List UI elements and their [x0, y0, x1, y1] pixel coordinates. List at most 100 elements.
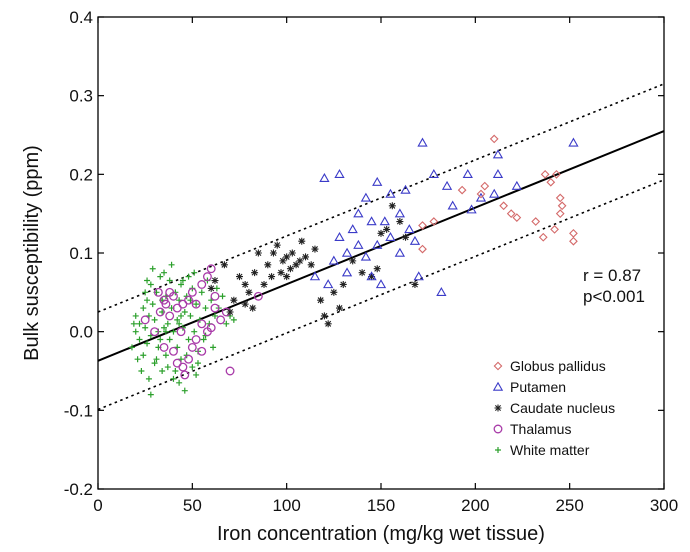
thalamus-point [191, 299, 201, 309]
white-matter-point [147, 281, 154, 288]
white-matter-point [128, 344, 135, 351]
caudate-nucleus-point [241, 280, 249, 288]
putamen-point [475, 192, 487, 202]
series-white-matter [128, 261, 237, 398]
globus-pallidus-point [540, 169, 550, 179]
white-matter-point [189, 364, 196, 371]
white-matter-point [210, 344, 217, 351]
white-matter-point [136, 320, 143, 327]
x-tick-label: 50 [183, 496, 202, 515]
series-thalamus [140, 264, 263, 380]
thalamus-point [197, 346, 207, 356]
y-tick-label: 0.0 [69, 323, 93, 342]
thalamus-point [202, 272, 212, 282]
caudate-nucleus-point [269, 249, 277, 257]
white-matter-point [170, 375, 177, 382]
globus-pallidus-point [499, 201, 509, 211]
white-matter-point [142, 324, 149, 331]
y-tick-label: -0.1 [64, 401, 93, 420]
white-matter-point [178, 281, 185, 288]
caudate-nucleus-point [307, 261, 315, 269]
caudate-nucleus-point [317, 296, 325, 304]
white-matter-point [230, 316, 237, 323]
caudate-nucleus-point [324, 320, 332, 328]
white-matter-point [144, 297, 151, 304]
thalamus-point [210, 291, 220, 301]
white-matter-point [193, 371, 200, 378]
caudate-nucleus-point [311, 245, 319, 253]
thalamus-point [176, 327, 186, 337]
caudate-nucleus-point [368, 273, 376, 281]
thalamus-point [155, 307, 165, 317]
white-matter-point [138, 368, 145, 374]
white-matter-point [140, 305, 147, 312]
caudate-nucleus-point [283, 273, 291, 281]
legend-marker-globus-pallidus [493, 361, 503, 371]
thalamus-point [197, 319, 207, 329]
putamen-point [379, 216, 390, 226]
putamen-point [568, 137, 579, 147]
white-matter-point [161, 269, 168, 276]
caudate-nucleus-point [251, 269, 259, 277]
thalamus-point [210, 303, 220, 313]
legend-item-caudate-nucleus: Caudate nucleus [494, 400, 615, 416]
globus-pallidus-point [480, 181, 490, 191]
caudate-nucleus-point [226, 308, 234, 316]
putamen-point [466, 204, 477, 214]
thalamus-point [191, 335, 201, 344]
white-matter-point [145, 375, 152, 382]
x-tick-label: 300 [650, 496, 678, 515]
plot-frame [97, 16, 665, 490]
caudate-nucleus-point [296, 257, 304, 265]
putamen-point [492, 149, 504, 159]
putamen-point [334, 169, 345, 179]
globus-pallidus-point [552, 169, 561, 179]
caudate-nucleus-point [335, 304, 343, 312]
y-tick-label: 0.1 [69, 244, 93, 263]
x-tick-label: 100 [272, 496, 300, 515]
putamen-point [372, 176, 383, 186]
white-matter-point [161, 324, 168, 331]
caudate-nucleus-point [377, 229, 385, 237]
caudate-nucleus-point [373, 265, 381, 273]
globus-pallidus-point [512, 213, 522, 222]
caudate-nucleus-point [254, 249, 262, 257]
series-putamen [309, 137, 579, 297]
white-matter-point [191, 269, 198, 276]
putamen-point [341, 247, 353, 257]
putamen-point [347, 224, 358, 234]
putamen-point [328, 255, 339, 265]
caudate-nucleus-point [241, 300, 249, 308]
caudate-nucleus-point [273, 241, 281, 249]
white-matter-point [170, 328, 177, 335]
putamen-point [394, 247, 406, 257]
thalamus-point [187, 342, 197, 352]
y-tick-label: 0.2 [69, 165, 93, 184]
globus-pallidus-point [538, 232, 548, 242]
white-matter-point [164, 320, 171, 327]
putamen-point [375, 279, 387, 289]
white-matter-point [185, 273, 192, 280]
legend: Globus pallidus Putamen Caudate nucleus Tha… [492, 358, 615, 458]
white-matter-point [174, 316, 181, 323]
globus-pallidus-point [429, 217, 439, 226]
caudate-nucleus-point [383, 225, 391, 233]
white-matter-point [185, 336, 192, 343]
globus-pallidus-point [531, 217, 541, 226]
legend-label: Putamen [510, 379, 566, 395]
globus-pallidus-point [569, 228, 578, 238]
white-matter-point [178, 312, 185, 319]
white-matter-point [130, 320, 137, 327]
caudate-nucleus-point [220, 261, 228, 269]
y-axis: -0.2 -0.1 0.0 0.1 0.2 0.3 0.4 [64, 8, 664, 499]
caudate-nucleus-point [330, 288, 338, 296]
white-matter-point [200, 336, 207, 343]
thalamus-point [153, 287, 163, 297]
caudate-nucleus-point [292, 261, 300, 269]
x-tick-label: 0 [93, 496, 102, 515]
legend-item-thalamus: Thalamus [493, 421, 571, 437]
white-matter-point [147, 391, 154, 398]
correlation-text: r = 0.87 [583, 266, 641, 285]
putamen-point [409, 235, 421, 245]
x-tick-label: 200 [461, 496, 489, 515]
